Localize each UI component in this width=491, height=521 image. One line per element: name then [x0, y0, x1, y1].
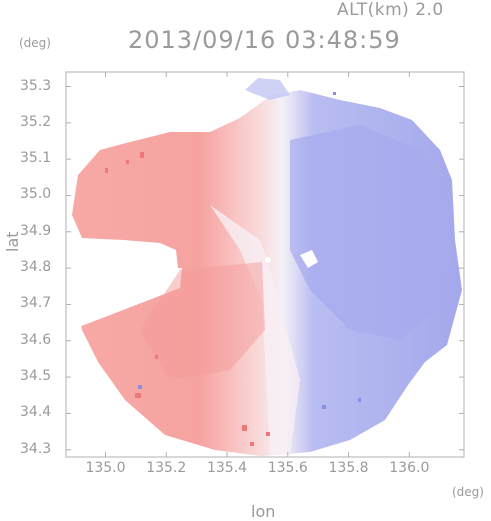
- x-axis-label: lon: [251, 502, 276, 521]
- altitude-label: ALT(km) 2.0: [337, 0, 444, 20]
- x-tick-label: 135.6: [267, 460, 308, 476]
- y-tick-label: 35.1: [20, 150, 52, 167]
- echo-gap: [300, 250, 318, 268]
- speckles: [105, 152, 270, 446]
- y-tick-label: 35.2: [20, 113, 52, 130]
- x-tick-label: 135.0: [85, 460, 126, 476]
- scan-timestamp: 2013/09/16 03:48:59: [128, 26, 401, 54]
- plot-frame: [65, 71, 465, 458]
- sparse-top-echo: [245, 78, 290, 100]
- outbound-core: [140, 262, 265, 380]
- doppler-field: [66, 78, 462, 456]
- y-tick-label: 34.6: [20, 331, 52, 348]
- x-tick-label: 135.2: [146, 460, 187, 476]
- axis-ticks: [66, 72, 464, 457]
- inbound-core: [290, 125, 450, 340]
- blue-speckles: [138, 92, 361, 409]
- x-unit-label: (deg): [452, 485, 484, 499]
- y-tick-label: 34.3: [20, 440, 52, 457]
- y-tick-label: 34.8: [20, 259, 52, 276]
- y-tick-label: 35.0: [20, 186, 52, 203]
- y-tick-label: 34.4: [20, 404, 52, 421]
- x-tick-label: 135.8: [328, 460, 369, 476]
- y-tick-label: 34.7: [20, 295, 52, 312]
- radar-site: [265, 257, 271, 263]
- y-unit-label: (deg): [19, 36, 51, 50]
- y-tick-label: 34.5: [20, 368, 52, 385]
- neutral-streak: [210, 205, 300, 455]
- y-tick-label: 35.3: [20, 77, 52, 94]
- y-tick-label: 34.9: [20, 222, 52, 239]
- x-tick-label: 136.0: [389, 460, 430, 476]
- blocked-sector: [66, 268, 182, 332]
- x-tick-label: 135.4: [206, 460, 248, 476]
